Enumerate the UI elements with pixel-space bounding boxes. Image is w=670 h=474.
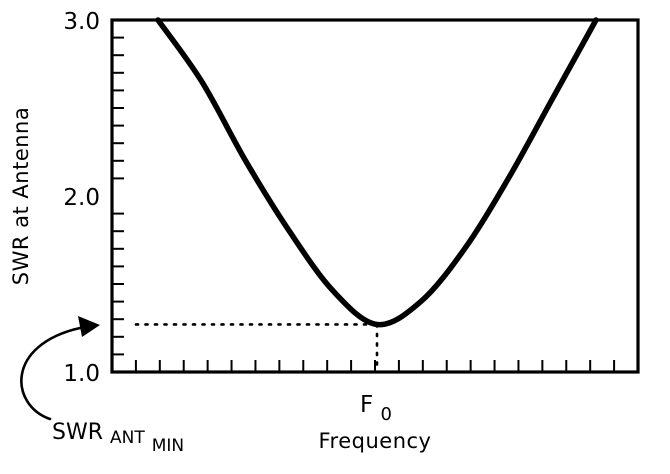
y-tick-label-1: 1.0 <box>63 361 100 387</box>
callout-arrow-line <box>20 326 82 421</box>
y-axis-title: SWR at Antenna <box>9 107 33 285</box>
swr-ant-min-label: SWR ANT MIN <box>52 420 184 456</box>
x-tick-label-sub: 0 <box>381 404 392 425</box>
y-tick-label-3: 3.0 <box>63 9 100 35</box>
x-axis-minor-ticks <box>134 360 616 372</box>
swr-ant-min-sub-min: MIN <box>152 436 184 456</box>
swr-curve-line <box>155 17 599 328</box>
swr-ant-min-sub-ant: ANT <box>110 428 145 448</box>
y-tick-label-2: 2.0 <box>63 185 100 211</box>
x-tick-label-main: F <box>360 392 373 418</box>
y-axis-minor-ticks <box>112 36 124 356</box>
plot-area-frame <box>110 18 640 374</box>
x-axis-title: Frequency <box>319 429 432 453</box>
x-tick-label-f0: F 0 <box>360 392 392 425</box>
swr-ant-min-main: SWR <box>52 420 103 445</box>
callout-arrowhead <box>78 316 100 337</box>
